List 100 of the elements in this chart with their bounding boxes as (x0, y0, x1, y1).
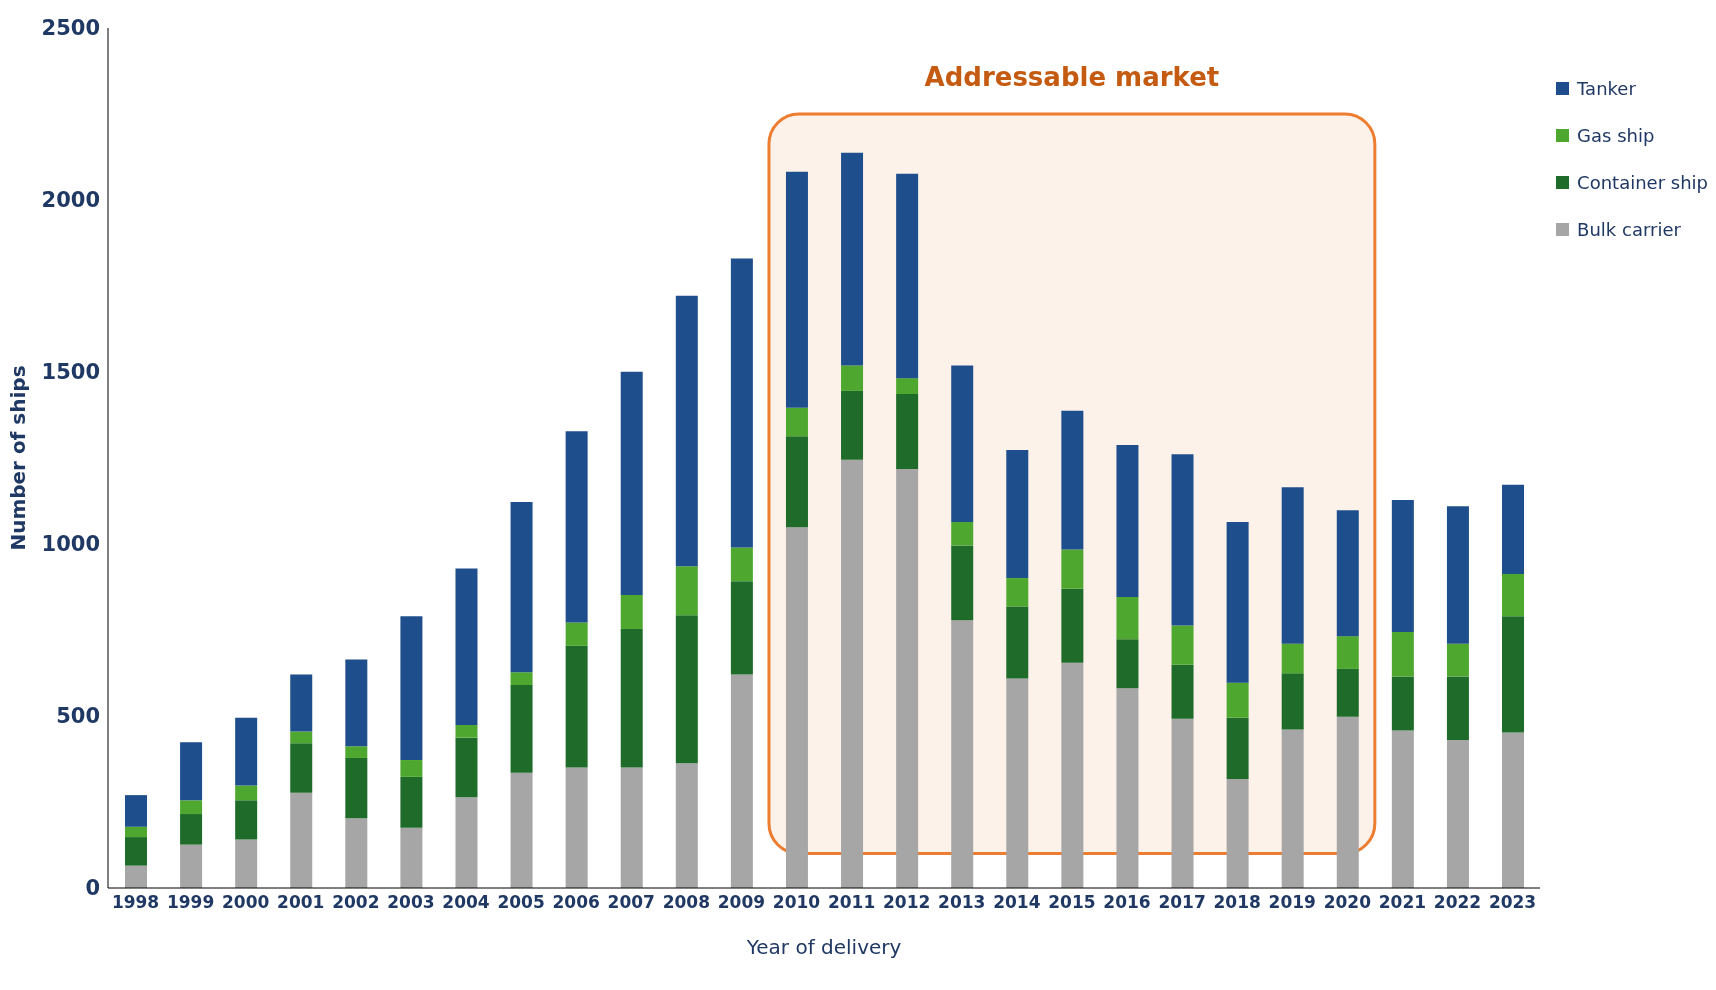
bar (620, 628, 643, 768)
bar (1446, 643, 1469, 677)
bar (510, 772, 533, 888)
bar (785, 171, 808, 408)
bar (1391, 632, 1414, 677)
bar (1116, 688, 1139, 888)
bar (841, 365, 864, 391)
y-tick-label: 1000 (41, 532, 100, 557)
x-tick-label: 2009 (717, 892, 766, 913)
bar (1116, 444, 1139, 597)
x-tick-label: 2006 (552, 892, 600, 913)
y-tick-label: 2500 (41, 16, 100, 41)
x-tick-label: 2001 (277, 892, 325, 913)
bar (1281, 643, 1304, 674)
y-axis-title: Number of ships (6, 365, 31, 551)
bar (1281, 487, 1304, 644)
bar (290, 743, 313, 793)
bar (565, 645, 588, 768)
bar (1061, 549, 1084, 589)
bar (400, 776, 423, 828)
bar (1226, 521, 1249, 683)
bar (180, 800, 203, 815)
bar (1006, 450, 1029, 579)
x-tick-label: 2003 (387, 892, 435, 913)
bar (1116, 639, 1139, 689)
bar (951, 365, 974, 522)
legend-label: Tanker (1577, 78, 1636, 99)
bar (1171, 664, 1194, 719)
bar (896, 378, 919, 395)
bar (510, 502, 533, 673)
bar (1171, 718, 1194, 888)
bar (125, 795, 147, 827)
bar (675, 615, 698, 764)
bar (565, 622, 588, 646)
x-tick-label: 2016 (1103, 892, 1151, 913)
y-tick-label: 500 (56, 704, 100, 729)
bar (1226, 717, 1249, 779)
x-tick-label: 2013 (938, 892, 986, 913)
y-tick-label: 1500 (41, 360, 100, 385)
bar (455, 568, 478, 725)
bar (1502, 484, 1525, 574)
bar (235, 785, 258, 801)
bar (400, 827, 423, 888)
bar (1336, 510, 1359, 637)
legend-label: Gas ship (1577, 125, 1655, 146)
bar (345, 818, 368, 888)
bar (235, 717, 258, 786)
y-tick-label: 2000 (41, 188, 100, 213)
bar (785, 436, 808, 528)
bar (896, 469, 919, 888)
band-label: Addressable market (924, 62, 1220, 92)
bar (1061, 410, 1084, 550)
bar (896, 394, 919, 470)
x-tick-label: 2008 (662, 892, 711, 913)
bar (730, 547, 753, 582)
bar (675, 566, 698, 616)
bar (1391, 676, 1414, 731)
bar (290, 674, 313, 732)
x-tick-label: 2021 (1378, 892, 1427, 913)
bar (1281, 673, 1304, 730)
x-tick-label: 2020 (1323, 892, 1372, 913)
x-tick-label: 2018 (1213, 892, 1261, 913)
bar (896, 173, 919, 379)
bar (951, 521, 974, 546)
bar (1006, 606, 1029, 679)
bar (1391, 730, 1414, 888)
bar (125, 865, 147, 888)
x-tick-label: 1998 (111, 892, 160, 913)
legend-label: Bulk carrier (1577, 219, 1681, 240)
bar (1226, 682, 1249, 718)
bar (785, 407, 808, 437)
bar (400, 760, 423, 777)
bar (841, 390, 864, 460)
bar (1446, 676, 1469, 741)
bar (730, 581, 753, 675)
bar (620, 767, 643, 888)
bar (1226, 778, 1249, 888)
bar (235, 839, 258, 888)
x-tick-label: 2023 (1488, 892, 1537, 913)
bar (1336, 636, 1359, 669)
bar (345, 659, 368, 747)
bar (1006, 578, 1029, 607)
bar (125, 826, 147, 838)
x-tick-label: 2005 (497, 892, 545, 913)
bar (1502, 573, 1525, 617)
bar (620, 594, 643, 629)
bar (1171, 454, 1194, 626)
bar (1281, 729, 1304, 888)
bar (1502, 732, 1525, 888)
bar (125, 837, 147, 866)
bar (620, 371, 643, 595)
x-axis-title: Year of delivery (745, 935, 902, 959)
bar (675, 295, 698, 567)
bar (180, 844, 203, 888)
bar (1061, 588, 1084, 663)
x-tick-label: 2002 (332, 892, 380, 913)
bar (1171, 625, 1194, 665)
bar (510, 685, 533, 773)
bar (235, 800, 258, 840)
x-tick-label: 2017 (1158, 892, 1206, 913)
